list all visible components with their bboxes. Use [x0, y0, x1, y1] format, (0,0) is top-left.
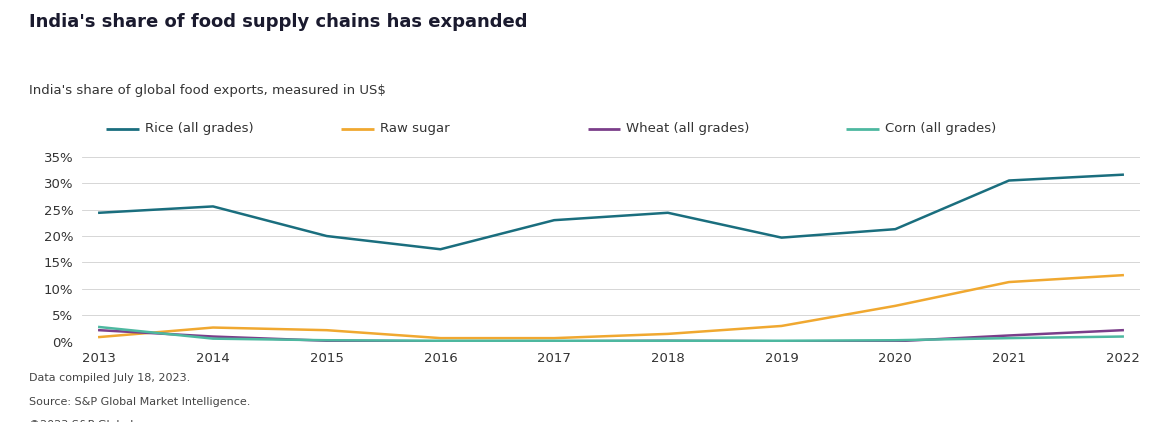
Text: Corn (all grades): Corn (all grades): [885, 122, 996, 135]
Text: ©2023 S&P Global.: ©2023 S&P Global.: [29, 420, 137, 422]
Text: Rice (all grades): Rice (all grades): [145, 122, 253, 135]
Text: Wheat (all grades): Wheat (all grades): [626, 122, 750, 135]
Text: Data compiled July 18, 2023.: Data compiled July 18, 2023.: [29, 373, 190, 384]
Text: Source: S&P Global Market Intelligence.: Source: S&P Global Market Intelligence.: [29, 397, 250, 407]
Text: India's share of global food exports, measured in US$: India's share of global food exports, me…: [29, 84, 387, 97]
Text: Raw sugar: Raw sugar: [380, 122, 449, 135]
Text: India's share of food supply chains has expanded: India's share of food supply chains has …: [29, 13, 528, 31]
